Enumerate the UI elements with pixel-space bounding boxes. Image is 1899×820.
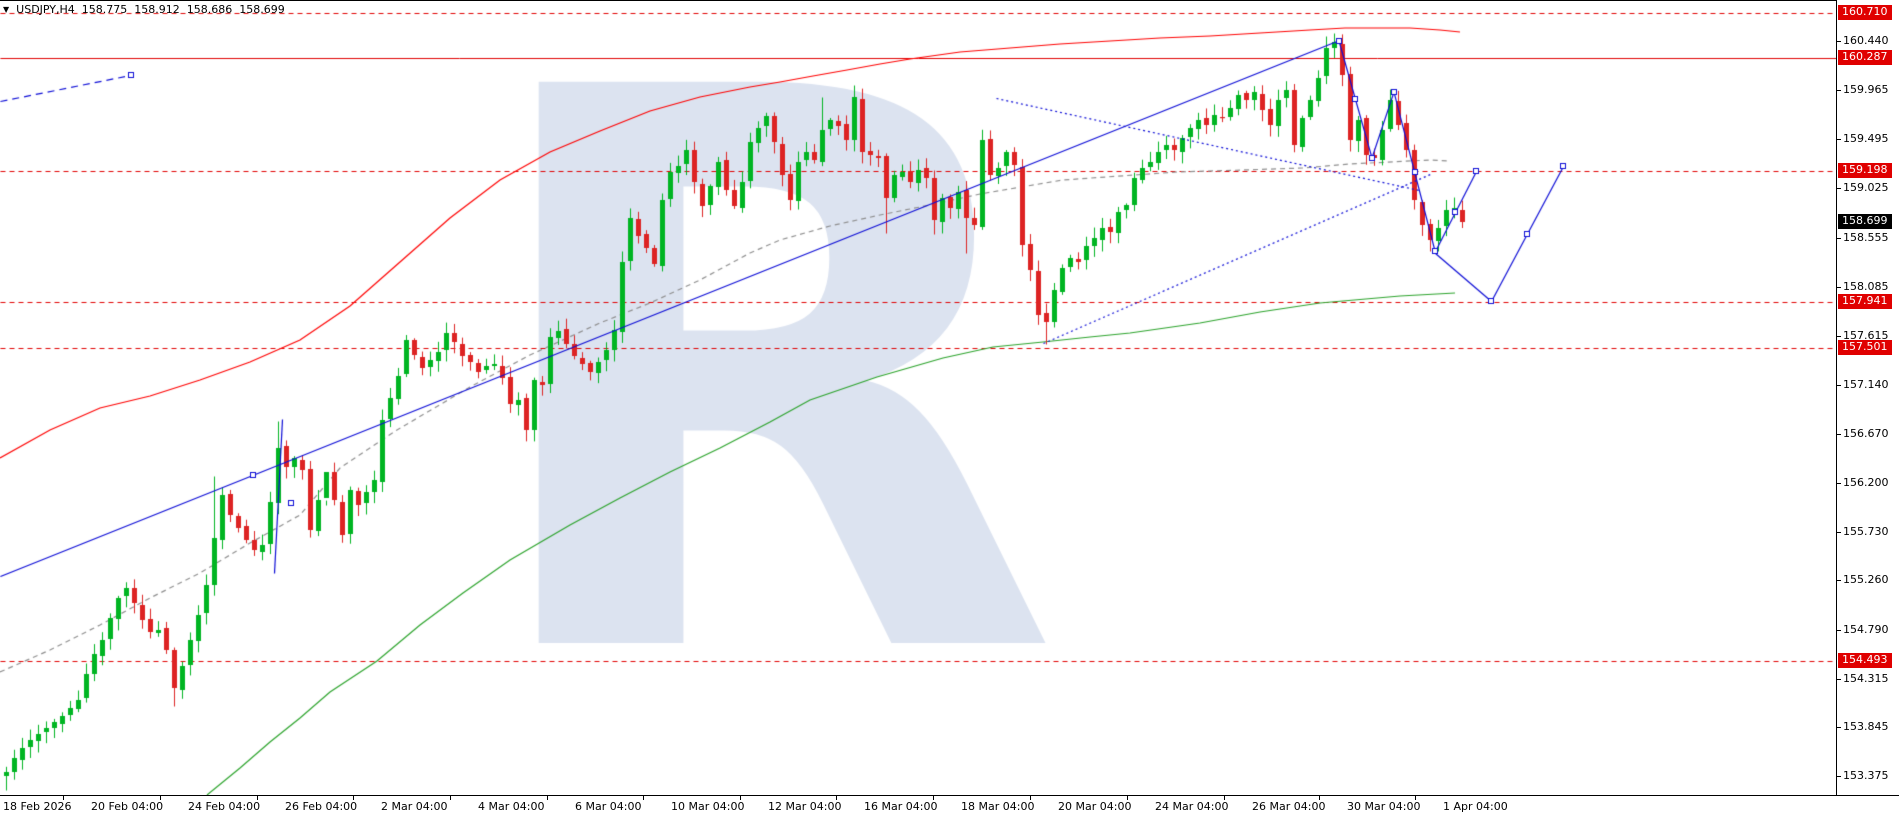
window-top-border xyxy=(0,0,1899,1)
level-price-badge: 154.493 xyxy=(1838,653,1892,668)
symbol-timeframe-label: USDJPY,H4 xyxy=(16,3,75,16)
price-tick-label: 159.025 xyxy=(1843,181,1889,194)
price-tick-label: 154.790 xyxy=(1843,623,1889,636)
time-tick xyxy=(933,796,934,800)
time-tick-label: 12 Mar 04:00 xyxy=(768,800,842,813)
price-tick-label: 155.260 xyxy=(1843,573,1889,586)
time-tick xyxy=(1415,796,1416,800)
time-tick-label: 1 Apr 04:00 xyxy=(1443,800,1508,813)
ohlc-close-value: 158.699 xyxy=(239,3,285,16)
price-tick-label: 153.375 xyxy=(1843,769,1889,782)
time-tick xyxy=(63,796,64,800)
price-tick xyxy=(1837,90,1841,91)
time-tick xyxy=(1127,796,1128,800)
time-tick-label: 26 Mar 04:00 xyxy=(1252,800,1326,813)
time-tick-label: 4 Mar 04:00 xyxy=(478,800,545,813)
price-tick-label: 155.730 xyxy=(1843,525,1889,538)
price-tick xyxy=(1837,776,1841,777)
time-tick xyxy=(257,796,258,800)
price-scale[interactable]: 160.440 159.965 159.495 159.025 158.555 158.0… xyxy=(1836,0,1899,795)
price-tick xyxy=(1837,238,1841,239)
level-price-badge: 160.287 xyxy=(1838,50,1892,65)
ohlc-open-value: 158.775 xyxy=(81,3,128,16)
price-tick xyxy=(1837,41,1841,42)
price-tick xyxy=(1837,139,1841,140)
time-tick-label: 20 Feb 04:00 xyxy=(91,800,164,813)
price-tick xyxy=(1837,483,1841,484)
price-tick-label: 159.495 xyxy=(1843,132,1889,145)
price-tick-label: 154.315 xyxy=(1843,672,1889,685)
time-tick xyxy=(450,796,451,800)
price-tick-label: 157.615 xyxy=(1843,329,1889,342)
price-tick-label: 159.965 xyxy=(1843,83,1889,96)
price-tick-label: 153.845 xyxy=(1843,720,1889,733)
price-tick-label: 156.200 xyxy=(1843,476,1889,489)
time-tick xyxy=(160,796,161,800)
time-tick-label: 30 Mar 04:00 xyxy=(1347,800,1421,813)
time-tick xyxy=(1224,796,1225,800)
chart-title-bar: ▼ USDJPY,H4 158.775 158.912 158.686 158.… xyxy=(3,3,285,16)
time-tick xyxy=(836,796,837,800)
price-tick xyxy=(1837,727,1841,728)
time-tick xyxy=(547,796,548,800)
ohlc-low-value: 158.686 xyxy=(186,3,233,16)
price-tick-label: 158.555 xyxy=(1843,231,1889,244)
time-tick-label: 10 Mar 04:00 xyxy=(671,800,745,813)
current-price-badge: 158.699 xyxy=(1838,214,1892,229)
time-tick-label: 16 Mar 04:00 xyxy=(864,800,938,813)
price-tick xyxy=(1837,630,1841,631)
time-tick-label: 24 Mar 04:00 xyxy=(1155,800,1229,813)
time-tick xyxy=(740,796,741,800)
price-tick xyxy=(1837,385,1841,386)
time-tick-label: 20 Mar 04:00 xyxy=(1058,800,1132,813)
time-scale[interactable]: 18 Feb 2026 20 Feb 04:00 24 Feb 04:00 26 Fe… xyxy=(0,795,1899,820)
price-tick-label: 158.085 xyxy=(1843,280,1889,293)
level-price-badge: 159.198 xyxy=(1838,163,1892,178)
price-tick xyxy=(1837,188,1841,189)
time-tick xyxy=(353,796,354,800)
price-tick xyxy=(1837,336,1841,337)
price-tick-label: 160.440 xyxy=(1843,34,1889,47)
level-price-badge: 157.941 xyxy=(1838,294,1892,309)
time-tick-label: 18 Feb 2026 xyxy=(3,800,72,813)
price-tick xyxy=(1837,287,1841,288)
time-tick xyxy=(643,796,644,800)
level-price-badge: 160.710 xyxy=(1838,5,1892,20)
time-tick-label: 18 Mar 04:00 xyxy=(961,800,1035,813)
time-tick-label: 2 Mar 04:00 xyxy=(381,800,448,813)
price-tick-label: 157.140 xyxy=(1843,378,1889,391)
chart-canvas[interactable] xyxy=(0,0,1836,795)
time-tick-label: 26 Feb 04:00 xyxy=(285,800,358,813)
price-tick xyxy=(1837,679,1841,680)
time-tick xyxy=(1030,796,1031,800)
symbol-dropdown-icon[interactable]: ▼ xyxy=(3,5,10,14)
price-tick xyxy=(1837,434,1841,435)
level-price-badge: 157.501 xyxy=(1838,340,1892,355)
price-tick-label: 156.670 xyxy=(1843,427,1889,440)
time-tick-label: 6 Mar 04:00 xyxy=(575,800,642,813)
price-tick xyxy=(1837,580,1841,581)
ohlc-high-value: 158.912 xyxy=(134,3,180,16)
time-tick xyxy=(1319,796,1320,800)
price-tick xyxy=(1837,532,1841,533)
time-tick-label: 24 Feb 04:00 xyxy=(188,800,261,813)
